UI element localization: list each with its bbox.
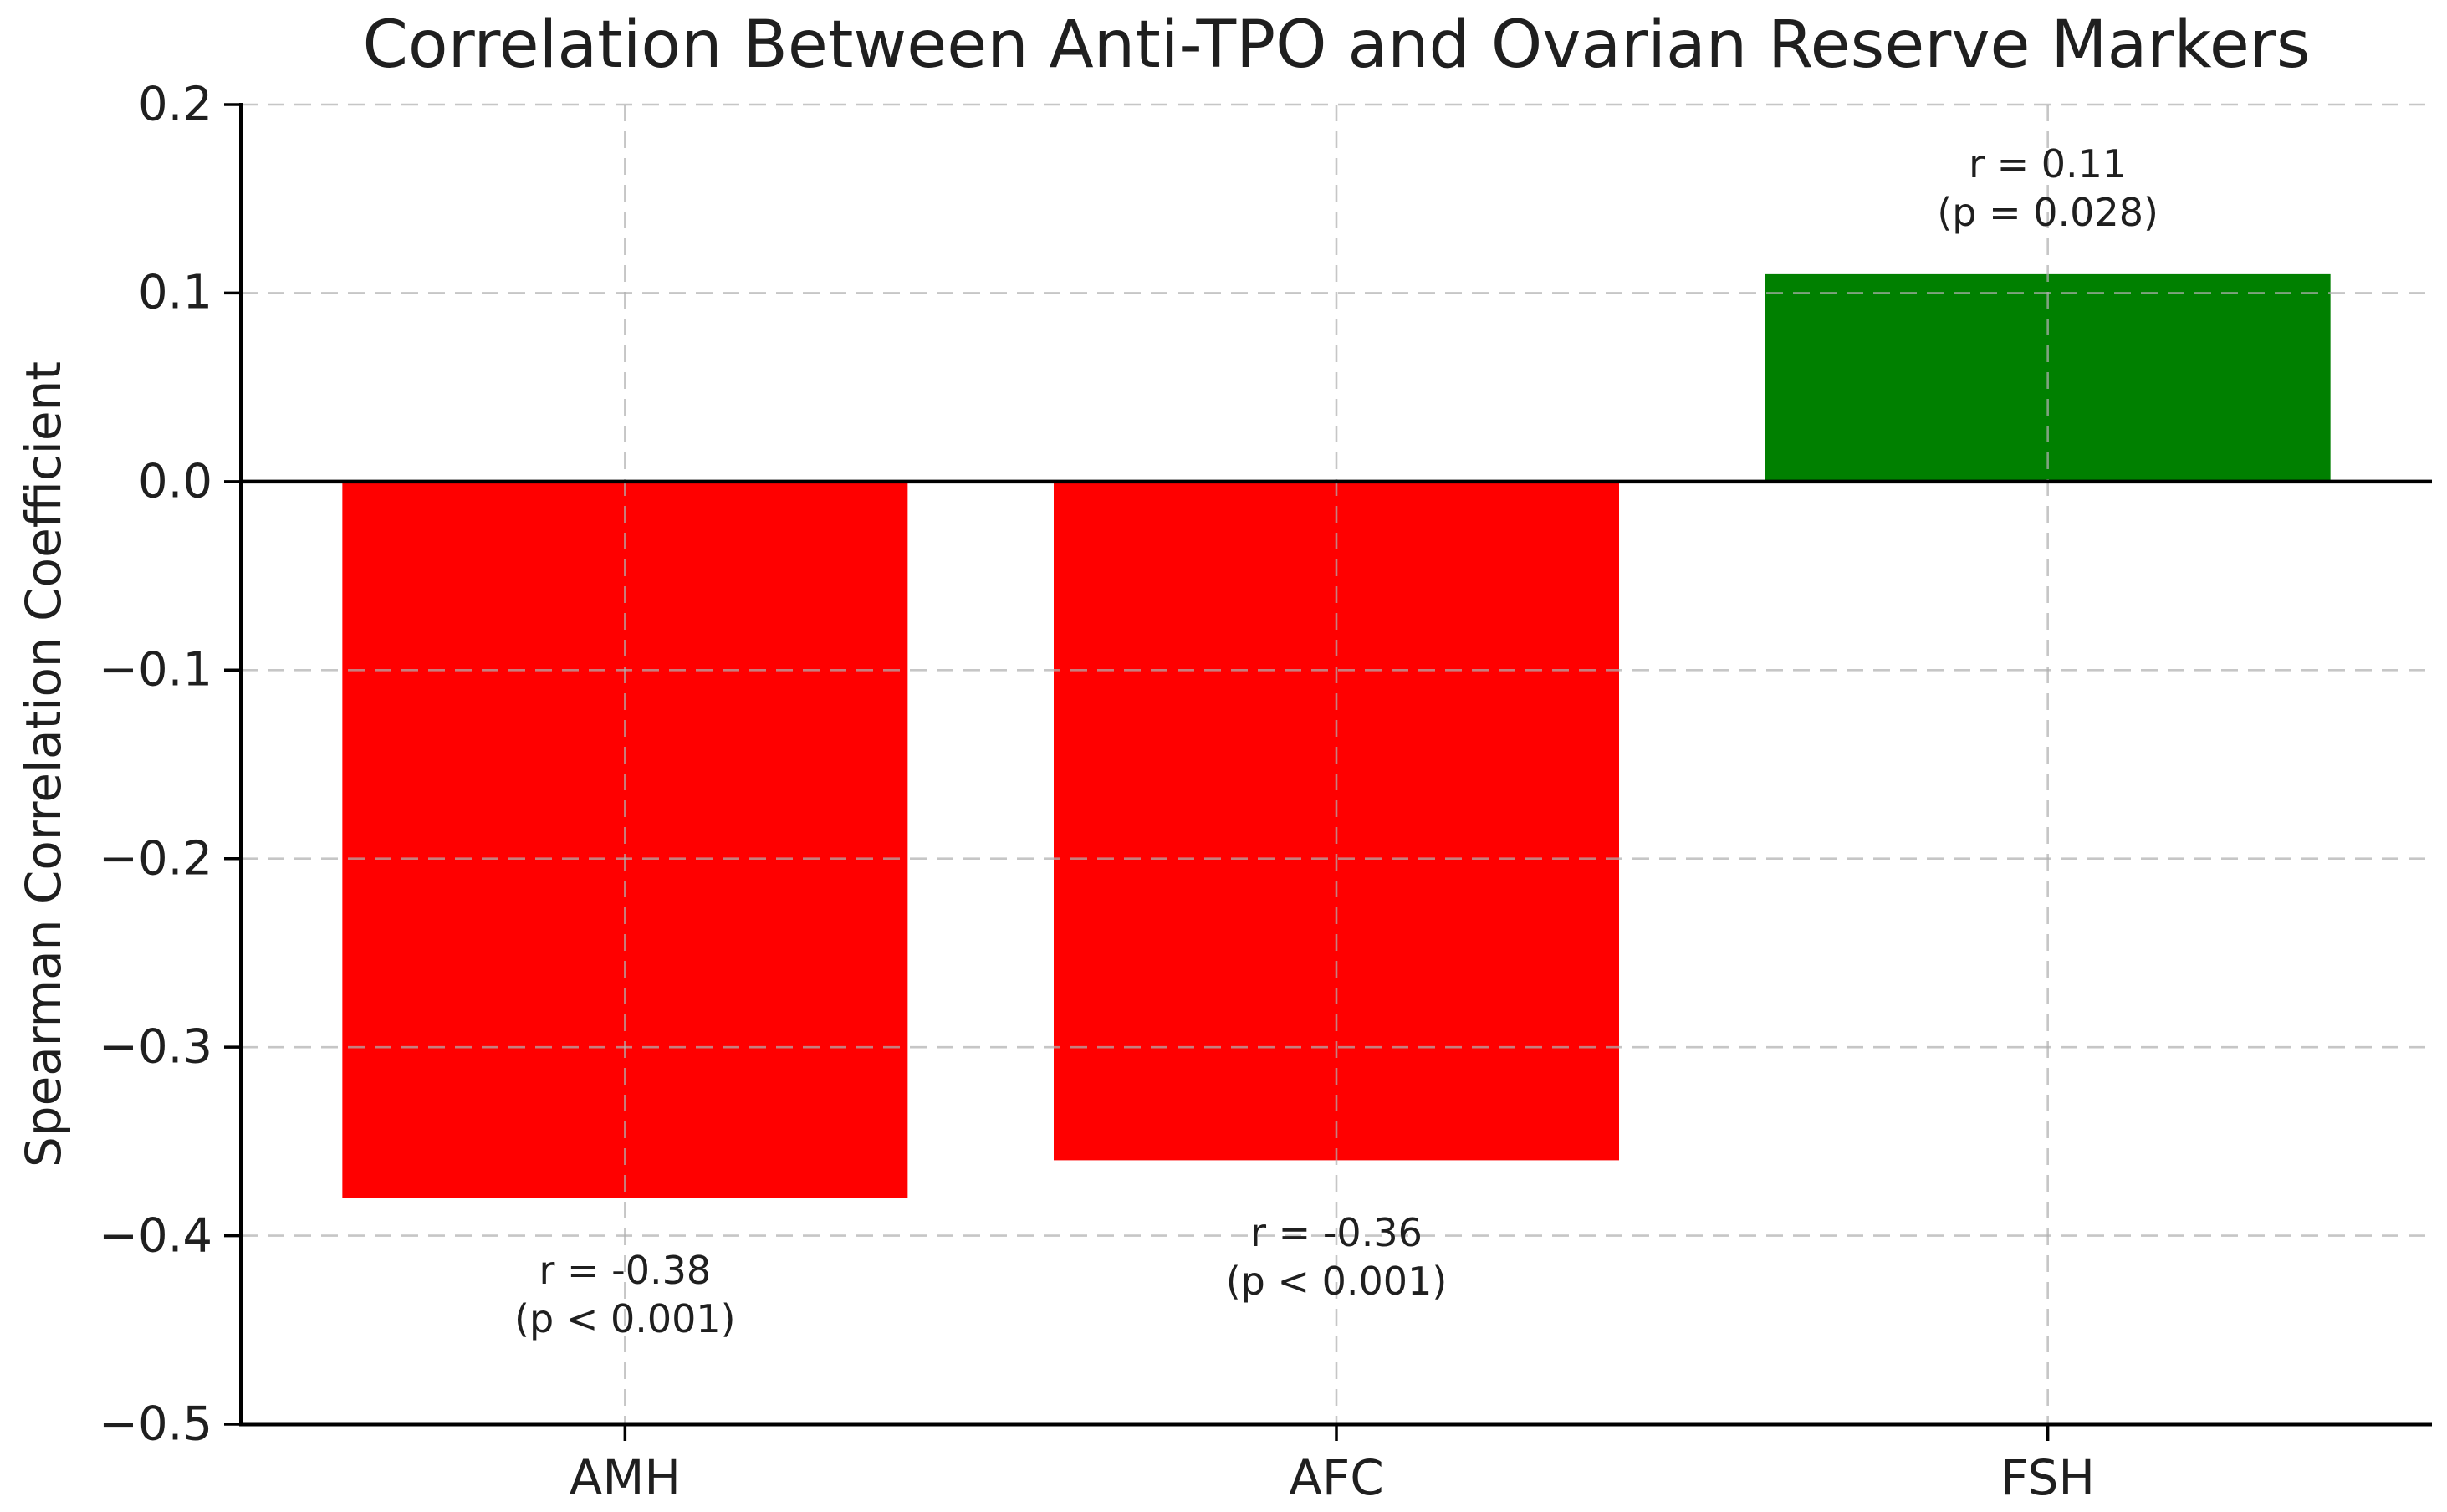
annotation-line: (p < 0.001) xyxy=(514,1296,736,1342)
bar-afc xyxy=(1054,481,1619,1161)
annotation-afc: r = -0.36 (p < 0.001) xyxy=(1226,1208,1448,1305)
y-tick-label: −0.2 xyxy=(99,831,212,886)
y-tick-label: 0.2 xyxy=(137,77,212,132)
x-tick-label-afc: AFC xyxy=(1289,1449,1384,1506)
annotation-line: r = -0.36 xyxy=(1250,1210,1423,1256)
y-tick-label: 0.0 xyxy=(137,454,212,509)
x-tick-label-fsh: FSH xyxy=(2000,1449,2096,1506)
annotation-line: r = 0.11 xyxy=(1969,140,2128,186)
annotation-fsh: r = 0.11 (p = 0.028) xyxy=(1937,140,2158,237)
y-tick-label: −0.1 xyxy=(99,642,212,697)
chart-title: Correlation Between Anti-TPO and Ovarian… xyxy=(362,8,2311,83)
y-tick-label: −0.3 xyxy=(99,1019,212,1075)
annotation-line: (p < 0.001) xyxy=(1225,1259,1448,1305)
annotation-amh: r = -0.38 (p < 0.001) xyxy=(514,1246,736,1343)
y-tick-label: −0.5 xyxy=(99,1397,212,1452)
x-tick-label-amh: AMH xyxy=(569,1449,682,1506)
annotation-line: r = -0.38 xyxy=(539,1248,712,1294)
y-tick-label: 0.1 xyxy=(137,265,212,320)
y-tick-label: −0.4 xyxy=(99,1208,212,1264)
annotation-line: (p = 0.028) xyxy=(1937,189,2158,235)
